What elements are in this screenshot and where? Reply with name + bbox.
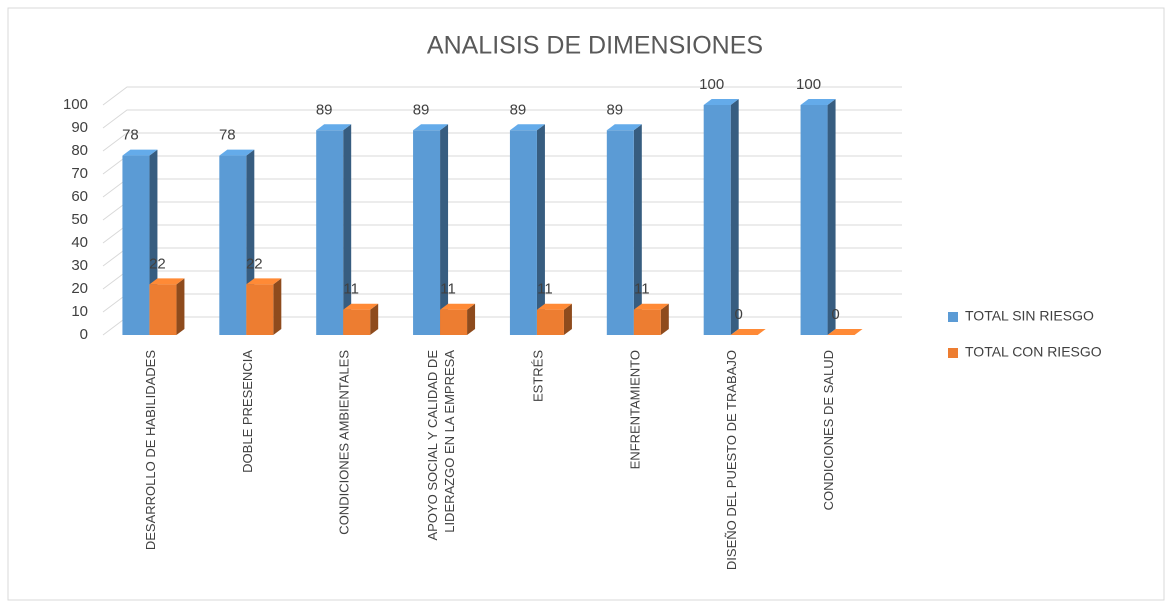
bar	[801, 105, 828, 335]
y-tick-label: 10	[71, 303, 88, 320]
x-tick-label: ENFRENTAMIENTO	[627, 350, 642, 469]
value-label: 100	[796, 76, 821, 93]
value-label: 11	[634, 281, 650, 298]
bar-side	[343, 124, 351, 335]
x-tick-label: CONDICIONES AMBIENTALES	[337, 350, 352, 535]
legend-swatch	[948, 312, 958, 322]
y-tick-label: 100	[63, 96, 88, 113]
x-tick-label: ESTRÉS	[530, 350, 545, 402]
y-tick-label: 30	[71, 257, 88, 274]
value-label: 78	[219, 127, 236, 144]
value-label: 89	[413, 101, 430, 118]
y-tick-label: 70	[71, 165, 88, 182]
bar	[219, 156, 246, 335]
legend-swatch	[948, 348, 958, 358]
bar-side	[176, 278, 184, 335]
bar	[316, 130, 343, 335]
y-tick-label: 40	[71, 234, 88, 251]
chart-title: ANALISIS DE DIMENSIONES	[427, 32, 763, 60]
value-label: 100	[699, 76, 724, 93]
bar	[149, 284, 176, 335]
value-label: 89	[316, 101, 333, 118]
bar	[122, 156, 149, 335]
value-label: 78	[122, 127, 139, 144]
bar-side	[634, 124, 642, 335]
legend-label: TOTAL SIN RIESGO	[965, 308, 1094, 324]
x-tick-label-line: LIDERAZGO EN LA EMPRESA	[443, 350, 458, 533]
value-label: 0	[735, 306, 743, 323]
value-label: 11	[343, 281, 359, 298]
value-label: 89	[510, 101, 527, 118]
bar	[343, 310, 370, 335]
value-label: 11	[440, 281, 456, 298]
x-tick-label-line: APOYO SOCIAL Y CALIDAD DE	[426, 350, 441, 541]
bar-side	[731, 99, 739, 335]
bar	[634, 310, 661, 335]
bar	[704, 105, 731, 335]
value-label: 0	[831, 306, 839, 323]
value-label: 11	[537, 281, 553, 298]
value-label: 22	[246, 255, 263, 272]
x-tick-label: CONDICIONES DE SALUD	[821, 350, 836, 510]
bar	[440, 310, 467, 335]
value-label: 22	[149, 255, 166, 272]
bar	[537, 310, 564, 335]
bar	[246, 284, 273, 335]
value-label: 89	[606, 101, 623, 118]
y-tick-label: 90	[71, 119, 88, 136]
y-tick-label: 80	[71, 142, 88, 159]
bar	[413, 130, 440, 335]
y-tick-label: 0	[80, 326, 88, 343]
legend-label: TOTAL CON RIESGO	[965, 344, 1102, 360]
y-tick-label: 50	[71, 211, 88, 228]
y-tick-label: 20	[71, 280, 88, 297]
bar-side	[273, 278, 281, 335]
bar-side	[440, 124, 448, 335]
x-tick-label: DOBLE PRESENCIA	[240, 350, 255, 473]
bar	[510, 130, 537, 335]
bar	[607, 130, 634, 335]
x-tick-label: DESARROLLO DE HABILIDADES	[143, 350, 158, 550]
bar-side	[537, 124, 545, 335]
bar-side	[828, 99, 836, 335]
y-tick-label: 60	[71, 188, 88, 205]
x-tick-label: DISEÑO DEL PUESTO DE TRABAJO	[724, 350, 739, 570]
